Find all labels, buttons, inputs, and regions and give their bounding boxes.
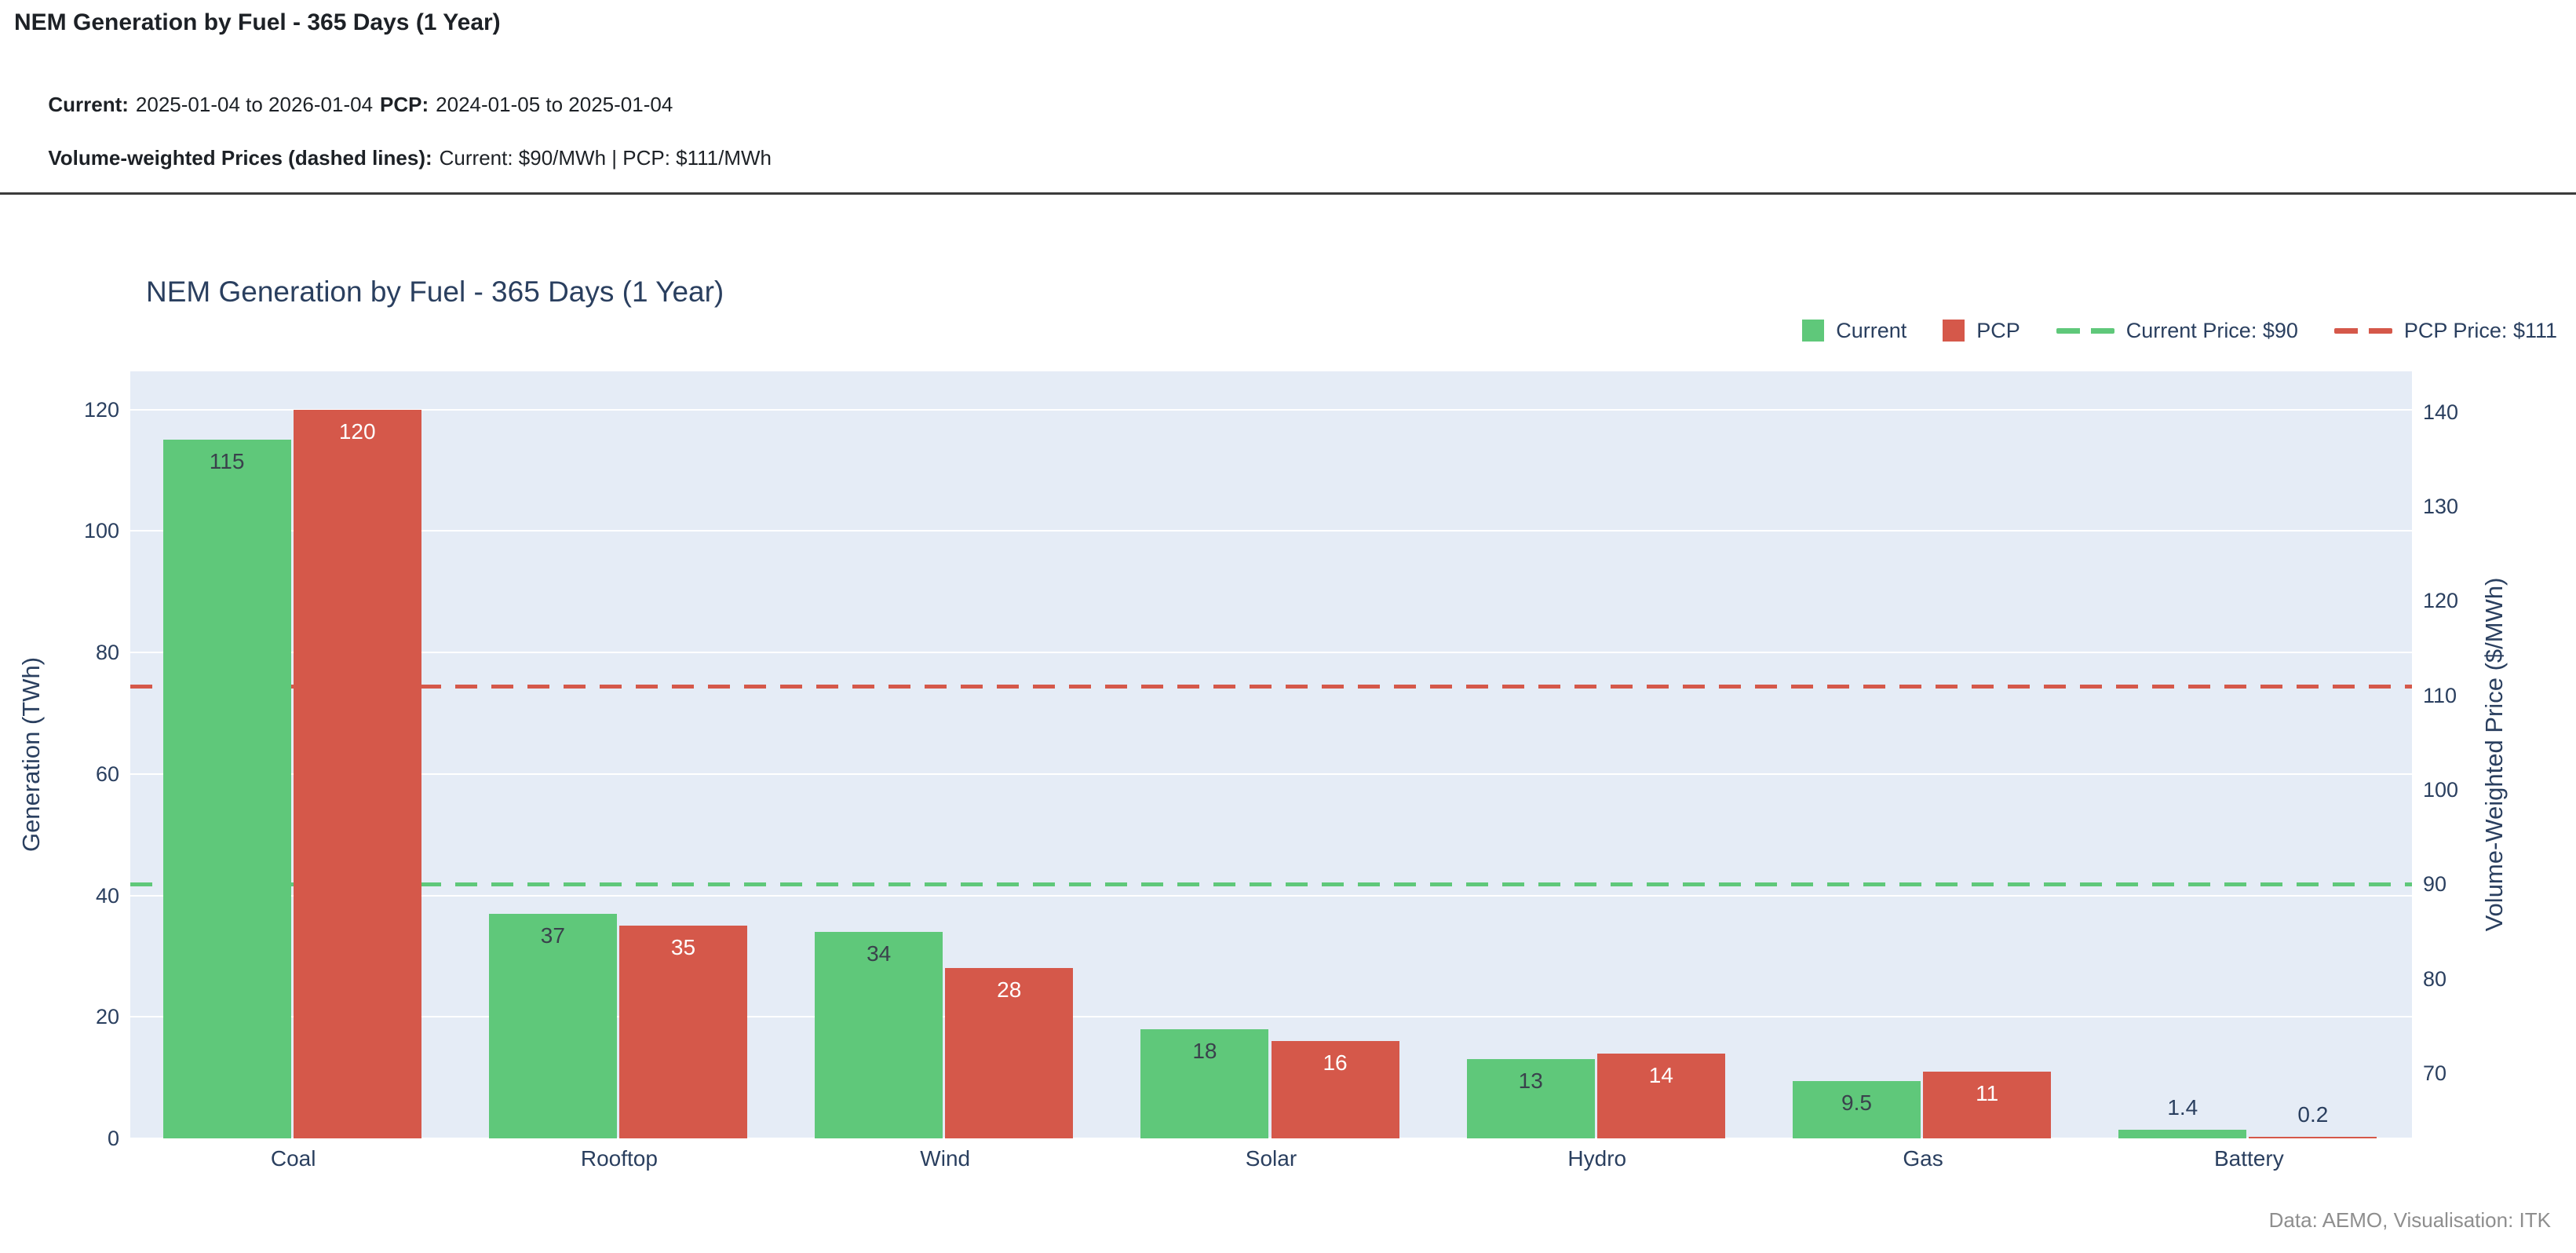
legend-label-pcp: PCP xyxy=(1976,318,2020,342)
gridline xyxy=(130,894,2412,897)
gridline xyxy=(130,652,2412,654)
prices-line: Volume-weighted Prices (dashed lines): Cu… xyxy=(14,118,779,198)
bar-pcp-gas[interactable] xyxy=(1923,1071,2052,1138)
current-period-label: Current: xyxy=(48,93,129,116)
pcp-price-dash-icon xyxy=(2333,327,2392,334)
current-price-line xyxy=(130,882,2412,887)
pcp-period-value: 2024-01-05 to 2025-01-04 xyxy=(436,93,673,116)
y-axis-left-tick: 0 xyxy=(107,1127,119,1150)
bar-pcp-wind[interactable] xyxy=(945,968,1074,1138)
x-axis-category-label: Hydro xyxy=(1567,1146,1627,1171)
gridline xyxy=(130,1016,2412,1018)
gridline xyxy=(130,773,2412,775)
y-axis-right-tick: 80 xyxy=(2423,966,2447,991)
bar-pcp-battery[interactable] xyxy=(2249,1137,2377,1138)
bar-current-gas[interactable] xyxy=(1792,1080,1921,1138)
pcp-swatch-icon xyxy=(1943,320,1965,342)
plot-background xyxy=(130,371,2412,1138)
bar-value-label: 115 xyxy=(209,449,245,474)
period-line: Current: 2025-01-04 to 2026-01-04 PCP: 2024… xyxy=(14,64,680,144)
x-axis-category-label: Battery xyxy=(2213,1146,2284,1171)
bar-current-battery[interactable] xyxy=(2118,1130,2247,1138)
bar-pcp-rooftop[interactable] xyxy=(618,926,748,1138)
bar-current-coal[interactable] xyxy=(162,440,291,1138)
y-axis-right-tick: 110 xyxy=(2423,683,2457,707)
y-axis-right-tick: 100 xyxy=(2423,778,2459,802)
pcp-price-line xyxy=(130,684,2412,689)
x-axis-category-label: Coal xyxy=(270,1146,316,1171)
x-axis-category-label: Wind xyxy=(920,1146,971,1171)
bar-pcp-solar[interactable] xyxy=(1271,1041,1399,1138)
y-axis-left-tick: 20 xyxy=(95,1005,119,1029)
y-axis-left-tick: 120 xyxy=(83,397,119,422)
y-axis-right-tick: 70 xyxy=(2423,1061,2447,1085)
legend-item-current[interactable]: Current xyxy=(1802,319,1906,343)
y-axis-right-title: Volume-Weighted Price ($/MWh) xyxy=(2480,577,2508,932)
attribution: Data: AEMO, Visualisation: ITK xyxy=(2268,1208,2551,1232)
y-axis-right-tick: 130 xyxy=(2423,495,2459,519)
legend-label-pcp-price: PCP Price: $111 xyxy=(2403,318,2557,342)
bar-value-label: 13 xyxy=(1518,1069,1543,1094)
y-axis-left-tick: 60 xyxy=(95,762,119,786)
y-axis-right-tick: 120 xyxy=(2423,589,2459,613)
legend-label-current: Current xyxy=(1836,318,1907,342)
bar-current-hydro[interactable] xyxy=(1466,1059,1595,1138)
y-axis-right-tick: 90 xyxy=(2423,872,2447,897)
bar-value-label: 35 xyxy=(670,935,696,960)
legend-item-pcp-price[interactable]: PCP Price: $111 xyxy=(2333,318,2557,343)
prices-value: Current: $90/MWh | PCP: $111/MWh xyxy=(439,146,772,170)
y-axis-right-tick: 140 xyxy=(2423,400,2459,424)
bar-pcp-hydro[interactable] xyxy=(1596,1053,1725,1138)
pcp-period-label: PCP: xyxy=(380,93,429,116)
header-divider xyxy=(0,192,2576,195)
gridline xyxy=(130,530,2412,532)
bar-value-label: 16 xyxy=(1323,1050,1348,1076)
bar-value-label: 18 xyxy=(1192,1038,1217,1063)
bar-pcp-coal[interactable] xyxy=(293,409,421,1138)
chart-title: NEM Generation by Fuel - 365 Days (1 Yea… xyxy=(146,276,724,308)
bar-value-label: 28 xyxy=(997,977,1022,1003)
bar-current-solar[interactable] xyxy=(1140,1028,1269,1138)
bar-value-label: 1.4 xyxy=(2167,1095,2198,1120)
bar-current-wind[interactable] xyxy=(815,931,943,1138)
x-axis-category-label: Solar xyxy=(1245,1146,1297,1171)
y-axis-left-title: Generation (TWh) xyxy=(17,656,45,853)
current-period-value: 2025-01-04 to 2026-01-04 xyxy=(135,93,374,116)
current-price-dash-icon xyxy=(2056,327,2114,334)
bar-value-label: 9.5 xyxy=(1841,1090,1872,1115)
current-swatch-icon xyxy=(1802,320,1825,342)
gridline xyxy=(130,408,2412,411)
gridline xyxy=(130,1138,2412,1139)
chart-legend: Current PCP Current Price: $90 PCP Price… xyxy=(1802,312,2557,349)
y-axis-left-tick: 40 xyxy=(95,883,119,908)
bar-value-label: 11 xyxy=(1976,1080,1999,1105)
legend-item-pcp[interactable]: PCP xyxy=(1943,319,2020,343)
y-axis-left-tick: 100 xyxy=(83,519,119,543)
bar-value-label: 14 xyxy=(1648,1062,1673,1087)
bar-value-label: 34 xyxy=(867,941,892,966)
prices-label: Volume-weighted Prices (dashed lines): xyxy=(48,146,432,170)
bar-value-label: 0.2 xyxy=(2297,1102,2329,1127)
x-axis-category-label: Rooftop xyxy=(580,1146,658,1171)
legend-item-current-price[interactable]: Current Price: $90 xyxy=(2056,319,2298,343)
x-axis-category-label: Gas xyxy=(1903,1146,1943,1171)
report-title: NEM Generation by Fuel - 365 Days (1 Yea… xyxy=(14,9,501,35)
bar-current-rooftop[interactable] xyxy=(488,913,617,1138)
y-axis-left-tick: 80 xyxy=(95,641,119,665)
bar-value-label: 120 xyxy=(338,418,376,444)
bar-value-label: 37 xyxy=(540,922,565,948)
legend-label-current-price: Current Price: $90 xyxy=(2125,318,2298,342)
